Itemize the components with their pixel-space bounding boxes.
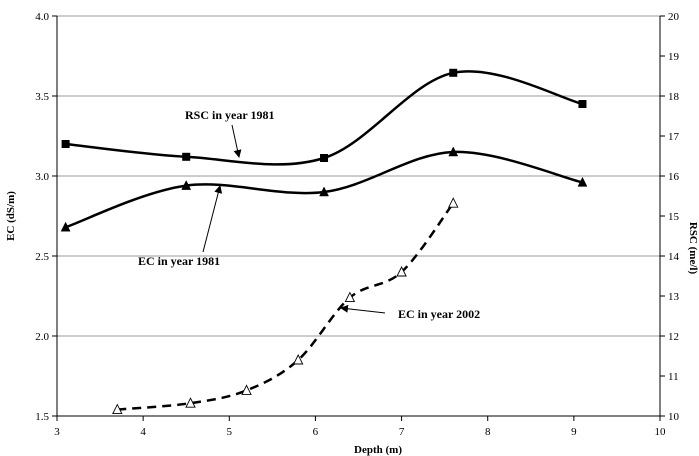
rsc-in-year-1981-annotation: RSC in year 1981 xyxy=(185,108,274,122)
ec-in-year-2002-annotation: EC in year 2002 xyxy=(398,307,480,321)
y2-tick-label: 19 xyxy=(668,51,680,63)
ec-in-year-2002-arrow xyxy=(340,304,386,314)
y-axis-title: EC (dS/m) xyxy=(5,191,17,241)
x-tick-label: 7 xyxy=(399,426,405,438)
axes: 1.5 2.0 2.5 3.0 3.5 4.0 10 11 12 13 14 15 16 17 18 19 20… xyxy=(35,11,679,438)
ec-in-year-2002-point xyxy=(396,265,407,277)
y-tick-label: 1.5 xyxy=(35,411,49,423)
rsc-in-year-1981-point xyxy=(578,100,587,108)
ec-in-year-2002-point xyxy=(292,353,304,365)
annotations: RSC in year 1981 EC in year 1981 EC in yea… xyxy=(138,108,480,321)
y2-axis-title: RSC (me/l) xyxy=(687,222,699,275)
y2-tick-label: 16 xyxy=(668,171,680,183)
x-tick-label: 9 xyxy=(571,426,577,438)
rsc-in-year-1981-point xyxy=(320,154,329,162)
y-tick-label: 3.0 xyxy=(35,171,49,183)
ec-in-year-1981-arrow xyxy=(202,185,223,253)
ec-in-year-2002-point xyxy=(448,197,459,208)
rsc-in-year-1981-line xyxy=(65,70,583,166)
y2-tick-label: 14 xyxy=(668,251,680,263)
rsc-in-year-1981-arrow xyxy=(231,124,242,158)
x-tick-label: 3 xyxy=(54,426,60,438)
x-tick-label: 4 xyxy=(140,426,146,438)
y2-tick-label: 15 xyxy=(668,211,680,223)
ec-in-year-1981-point xyxy=(181,180,192,190)
y2-tick-label: 10 xyxy=(668,411,680,423)
y2-tick-label: 18 xyxy=(668,91,680,103)
ec-in-year-2002-point xyxy=(185,397,196,408)
ec-in-year-1981-point xyxy=(577,176,588,187)
rsc-in-year-1981-point xyxy=(61,140,70,148)
y-tick-label: 2.0 xyxy=(35,331,49,343)
x-axis-title: Depth (m) xyxy=(354,444,402,456)
x-tick-label: 5 xyxy=(227,426,233,438)
ec-in-year-2002-point xyxy=(112,403,123,415)
rsc-in-year-1981-point xyxy=(182,152,191,161)
ec-in-year-1981-annotation: EC in year 1981 xyxy=(138,254,220,268)
y2-tick-label: 13 xyxy=(668,291,680,303)
y2-tick-label: 17 xyxy=(668,131,680,143)
x-tick-label: 6 xyxy=(313,426,319,438)
x-tick-label: 8 xyxy=(485,426,491,438)
ec-in-year-1981-point xyxy=(319,186,329,197)
ec-in-year-2002-point xyxy=(241,384,252,395)
y-tick-label: 2.5 xyxy=(35,251,49,263)
series xyxy=(60,68,588,415)
y2-tick-label: 20 xyxy=(668,11,680,23)
y2-tick-label: 12 xyxy=(668,331,679,343)
y2-tick-label: 11 xyxy=(668,371,679,383)
ec-in-year-1981-point xyxy=(60,221,71,232)
y-tick-label: 3.5 xyxy=(35,91,49,103)
x-tick-label: 10 xyxy=(655,426,667,438)
gridlines xyxy=(57,15,660,337)
rsc-in-year-1981-point xyxy=(449,68,458,77)
y-tick-label: 4.0 xyxy=(35,11,49,23)
ec-in-year-2002-point xyxy=(344,291,356,303)
ec-in-year-1981-point xyxy=(448,146,459,157)
